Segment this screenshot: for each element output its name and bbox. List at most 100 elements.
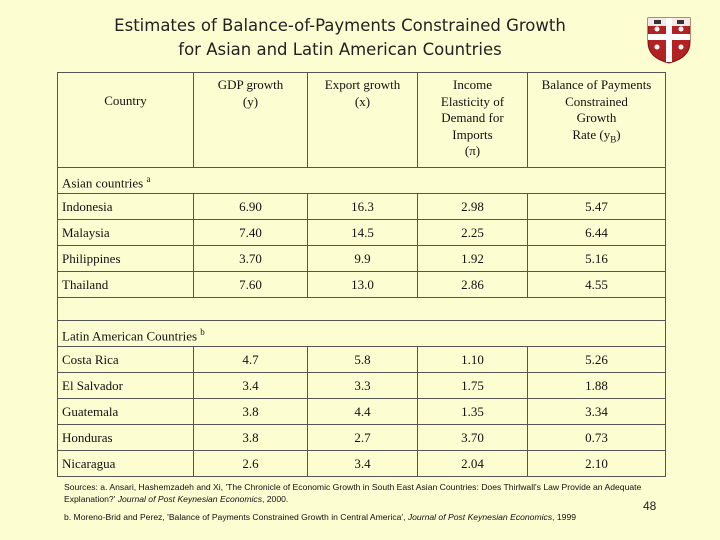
value-cell: 2.6: [193, 450, 308, 477]
value-cell: 7.60: [193, 271, 308, 298]
footnote: Sources: a. Ansari, Hashemzadeh and Xi, …: [64, 481, 644, 505]
text-segment: ): [616, 126, 621, 142]
data-row: Philippines 3.70 9.9 1.92 5.16: [57, 245, 666, 272]
spacer-row: [57, 297, 666, 321]
text-segment: Sources: a. Ansari, Hashemzadeh and Xi, …: [64, 482, 642, 504]
title-line: for Asian and Latin American Countries: [178, 40, 502, 59]
header-line: (π): [464, 143, 481, 158]
header-line: Elasticity of: [440, 93, 505, 109]
header-line: Constrained: [565, 93, 628, 109]
data-row: Nicaragua 2.6 3.4 2.04 2.10: [57, 450, 666, 477]
header-line: Growth: [576, 110, 617, 125]
value-cell: 2.04: [417, 450, 528, 477]
text-segment: , 2000.: [262, 494, 289, 504]
value-cell: 13.0: [307, 271, 418, 298]
section-row: Asian countries a: [57, 167, 666, 194]
country-cell: Malaysia: [57, 219, 194, 246]
data-row: Guatemala 3.8 4.4 1.35 3.34: [57, 398, 666, 425]
text-segment: , 1999: [552, 512, 577, 522]
text-segment: b: [200, 326, 205, 337]
header-row: Country GDP growth (y) Export growth (x) Inco…: [57, 72, 666, 168]
value-cell: 1.92: [417, 245, 528, 272]
value-cell: 4.7: [193, 346, 308, 373]
header-line: (x): [354, 93, 371, 109]
data-row: Indonesia 6.90 16.3 2.98 5.47: [57, 193, 666, 220]
data-row: Costa Rica 4.7 5.8 1.10 5.26: [57, 346, 666, 373]
header-line: (y): [242, 93, 259, 109]
value-cell: 6.90: [193, 193, 308, 220]
header-cell: GDP growth (y): [193, 72, 308, 168]
value-cell: 2.7: [307, 424, 418, 451]
spacer-cell: [57, 297, 666, 321]
header-cell: Income Elasticity of Demand for Imports (π): [417, 72, 528, 168]
value-cell: 6.44: [527, 219, 666, 246]
page-number: 48: [643, 499, 657, 513]
value-cell: 14.5: [307, 219, 418, 246]
value-cell: 3.8: [193, 424, 308, 451]
header-line: Export growth: [324, 77, 401, 92]
text-segment: Asian countries: [62, 175, 147, 190]
header-cell: Export growth (x): [307, 72, 418, 168]
text-segment: a: [146, 173, 151, 184]
value-cell: 3.4: [307, 450, 418, 477]
data-row: Malaysia 7.40 14.5 2.25 6.44: [57, 219, 666, 246]
value-cell: 7.40: [193, 219, 308, 246]
header-line: Balance of Payments: [541, 77, 652, 92]
value-cell: 5.16: [527, 245, 666, 272]
value-cell: 5.8: [307, 346, 418, 373]
value-cell: 4.4: [307, 398, 418, 425]
header-line: Income: [453, 77, 492, 92]
header-line: Rate (yB): [532, 127, 661, 148]
data-row: El Salvador 3.4 3.3 1.75 1.88: [57, 372, 666, 399]
country-cell: Guatemala: [57, 398, 194, 425]
country-cell: El Salvador: [57, 372, 194, 399]
text-segment: Journal of Post Keynesian Economics: [407, 512, 553, 522]
value-cell: 0.73: [527, 424, 666, 451]
value-cell: 3.34: [527, 398, 666, 425]
country-cell: Honduras: [57, 424, 194, 451]
text-segment: Journal of Post Keynesian Economics: [117, 494, 262, 504]
header-line: Country: [104, 93, 147, 108]
section-label: Latin American Countries b: [57, 320, 666, 347]
header-cell: Country: [57, 72, 194, 168]
value-cell: 2.98: [417, 193, 528, 220]
country-cell: Indonesia: [57, 193, 194, 220]
value-cell: 3.3: [307, 372, 418, 399]
footnotes: Sources: a. Ansari, Hashemzadeh and Xi, …: [64, 481, 644, 523]
country-cell: Philippines: [57, 245, 194, 272]
header-line: GDP growth: [217, 77, 284, 92]
text-segment: b. Moreno-Brid and Perez, 'Balance of Pa…: [64, 512, 408, 522]
value-cell: 3.4: [193, 372, 308, 399]
value-cell: 2.10: [527, 450, 666, 477]
value-cell: 1.35: [417, 398, 528, 425]
title-line: Estimates of Balance-of-Payments Constra…: [114, 16, 566, 35]
value-cell: 1.10: [417, 346, 528, 373]
value-cell: 4.55: [527, 271, 666, 298]
value-cell: 3.8: [193, 398, 308, 425]
text-segment: Rate (y: [572, 126, 611, 142]
text-segment: B: [610, 134, 617, 145]
country-cell: Thailand: [57, 271, 194, 298]
value-cell: 1.75: [417, 372, 528, 399]
value-cell: 9.9: [307, 245, 418, 272]
crest-logo: [647, 17, 691, 64]
value-cell: 3.70: [193, 245, 308, 272]
title: Estimates of Balance-of-Payments Constra…: [60, 14, 620, 62]
value-cell: 1.88: [527, 372, 666, 399]
value-cell: 2.86: [417, 271, 528, 298]
value-cell: 3.70: [417, 424, 528, 451]
footnote: b. Moreno-Brid and Perez, 'Balance of Pa…: [64, 511, 644, 523]
data-table: Country GDP growth (y) Export growth (x) Inco…: [57, 72, 666, 477]
header-cell: Balance of Payments Constrained Growth Rate…: [527, 72, 666, 168]
header-line: Imports: [452, 126, 493, 142]
text-segment: Latin American Countries: [62, 328, 201, 343]
value-cell: 5.26: [527, 346, 666, 373]
country-cell: Costa Rica: [57, 346, 194, 373]
value-cell: 2.25: [417, 219, 528, 246]
section-label: Asian countries a: [57, 167, 666, 194]
header-line: Demand for: [441, 110, 504, 125]
data-row: Honduras 3.8 2.7 3.70 0.73: [57, 424, 666, 451]
country-cell: Nicaragua: [57, 450, 194, 477]
section-row: Latin American Countries b: [57, 320, 666, 347]
